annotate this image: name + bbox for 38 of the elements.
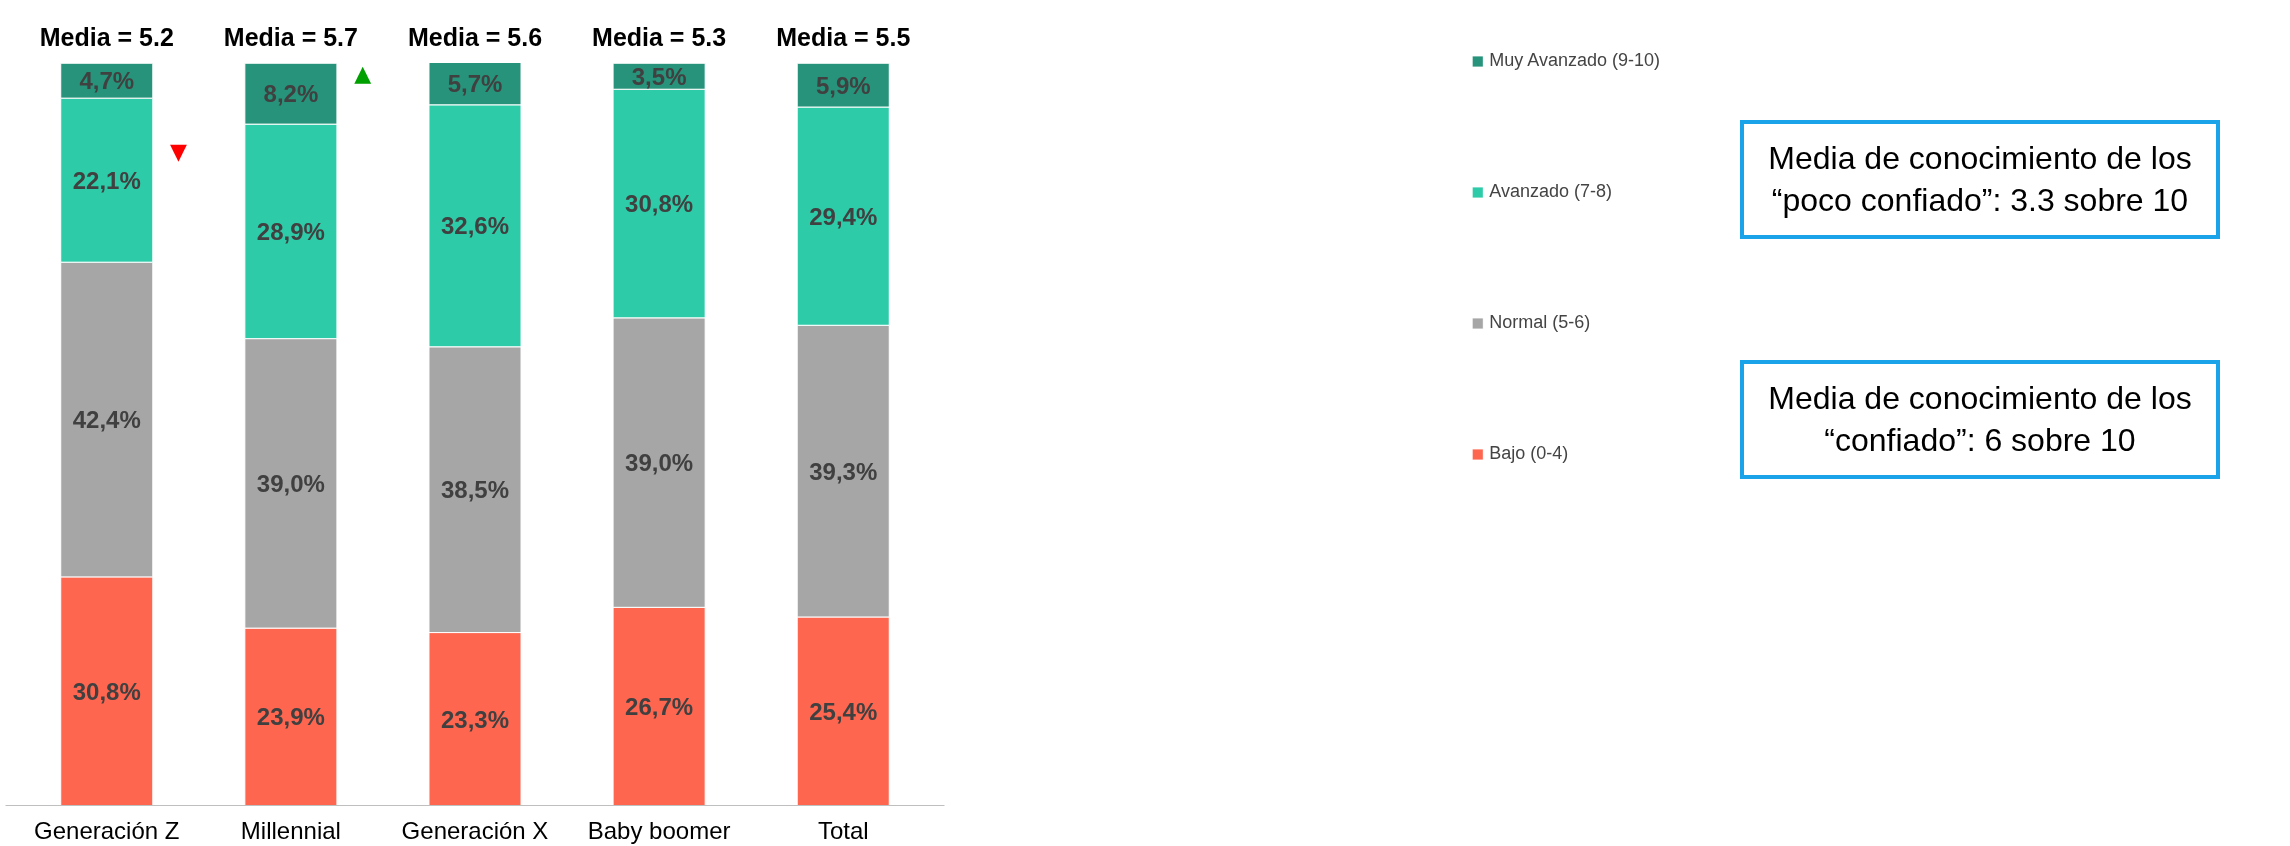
data-label: 32,6%: [440, 212, 510, 240]
data-label: 42,4%: [72, 406, 141, 434]
legend-label: Avanzado (7-8): [1489, 181, 1613, 202]
text: Media = 5.2: [39, 22, 174, 51]
text: Media de conocimiento de los “confiado”: 6 sobre 10: [1740, 360, 2220, 480]
annotation: ▲: [354, 61, 372, 87]
data-label: 39,0%: [625, 449, 694, 477]
data-label: 26,7%: [625, 692, 694, 720]
data-label: 8,2%: [263, 80, 319, 108]
text: Media = 5.6: [407, 22, 543, 51]
text: Media de conocimiento de los “poco confiado”: 3.3 sobre 10: [1740, 120, 2220, 240]
data-label: 22,1%: [72, 166, 141, 194]
data-label: 3,5%: [631, 62, 687, 90]
data-label: 30,8%: [72, 677, 141, 705]
legend-label: Normal (5-6): [1489, 312, 1592, 333]
data-label: 4,7%: [79, 67, 135, 95]
legend-label: Muy Avanzado (9-10): [1489, 50, 1660, 71]
data-label: 23,3%: [440, 705, 510, 733]
annotation: ▼: [170, 139, 188, 165]
text: Media = 5.3: [592, 22, 727, 51]
data-label: 5,9%: [815, 71, 871, 99]
x-tick-label: Millennial: [240, 816, 341, 844]
data-label: 39,3%: [809, 457, 878, 485]
x-tick-label: Total: [817, 816, 869, 844]
data-label: 23,9%: [256, 703, 325, 731]
x-tick-label: Generación X: [401, 816, 549, 844]
x-tick-label: Baby boomer: [587, 816, 731, 844]
x-tick-label: Generación Z: [34, 816, 180, 844]
data-label: 29,4%: [809, 202, 878, 230]
data-label: 5,7%: [447, 70, 503, 98]
data-label: 30,8%: [625, 190, 694, 218]
legend-label: Bajo (0-4): [1489, 443, 1570, 464]
data-label: 38,5%: [440, 476, 510, 504]
data-label: 39,0%: [256, 469, 325, 497]
text: Media = 5.7: [223, 22, 358, 51]
data-label: 25,4%: [809, 697, 878, 725]
data-label: 28,9%: [256, 217, 325, 245]
text: Media = 5.5: [776, 22, 911, 51]
